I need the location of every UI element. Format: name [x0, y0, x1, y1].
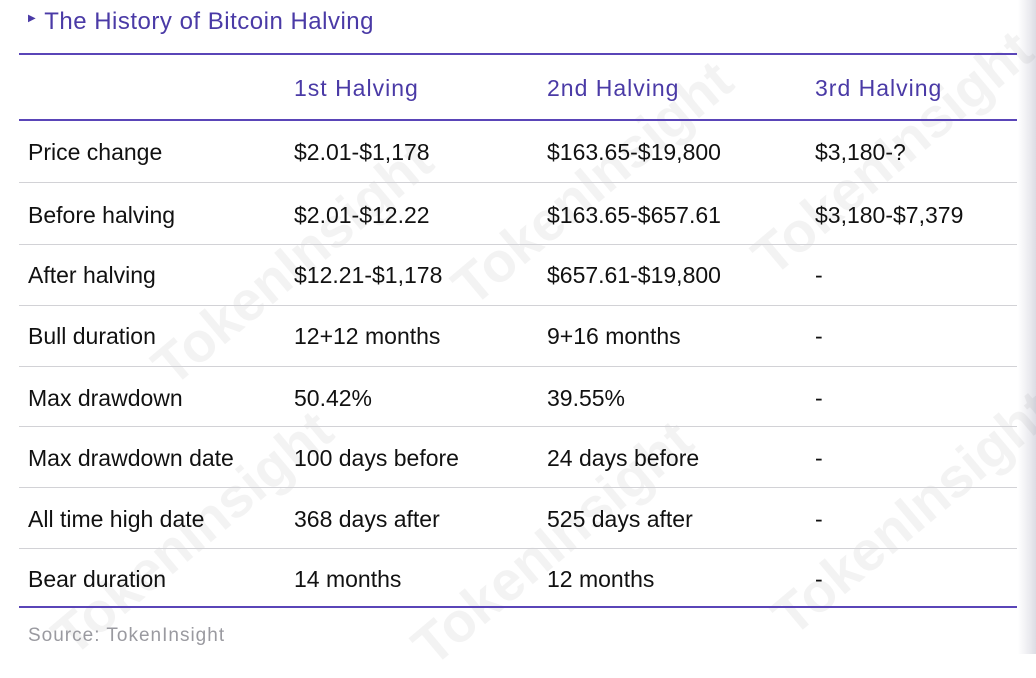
row-label: Bull duration [28, 323, 156, 349]
row-label: Max drawdown date [28, 445, 234, 471]
row-label: Price change [28, 139, 163, 165]
row-divider [19, 182, 1017, 183]
header-bottom-rule [19, 119, 1017, 121]
cell-3rd-halving: - [815, 262, 823, 288]
cell-1st-halving: $2.01-$1,178 [294, 139, 430, 165]
cell-2nd-halving: $163.65-$19,800 [547, 139, 721, 165]
triangle-bullet-icon: ▶ [28, 12, 37, 24]
row-label: Before halving [28, 202, 176, 228]
row-label: Max drawdown [28, 385, 183, 411]
column-header-1st-halving: 1st Halving [294, 75, 419, 101]
cell-2nd-halving: 9+16 months [547, 323, 681, 349]
cell-2nd-halving: $657.61-$19,800 [547, 262, 721, 288]
cell-3rd-halving: - [815, 445, 823, 471]
cell-2nd-halving: 525 days after [547, 506, 693, 532]
row-divider [19, 426, 1017, 427]
row-divider [19, 548, 1017, 549]
table-top-rule [19, 53, 1017, 55]
row-divider [19, 366, 1017, 367]
row-label: Bear duration [28, 566, 167, 592]
table-bottom-rule [19, 606, 1017, 608]
row-divider [19, 487, 1017, 488]
cropped-title-fragment [30, 0, 290, 4]
table-subtitle: ▶ The History of Bitcoin Halving [28, 8, 374, 36]
cell-1st-halving: 12+12 months [294, 323, 441, 349]
cell-3rd-halving: $3,180-$7,379 [815, 202, 964, 228]
cell-1st-halving: 50.42% [294, 385, 373, 411]
cell-1st-halving: $12.21-$1,178 [294, 262, 443, 288]
cell-1st-halving: 100 days before [294, 445, 459, 471]
cell-3rd-halving: $3,180-? [815, 139, 906, 165]
cell-1st-halving: $2.01-$12.22 [294, 202, 430, 228]
page-edge-shadow [1018, 0, 1036, 654]
row-label: All time high date [28, 506, 205, 532]
cell-1st-halving: 368 days after [294, 506, 440, 532]
row-divider [19, 305, 1017, 306]
cell-2nd-halving: $163.65-$657.61 [547, 202, 721, 228]
cell-3rd-halving: - [815, 506, 823, 532]
column-header-3rd-halving: 3rd Halving [815, 75, 943, 101]
cell-2nd-halving: 12 months [547, 566, 655, 592]
cell-2nd-halving: 39.55% [547, 385, 626, 411]
cell-2nd-halving: 24 days before [547, 445, 700, 471]
source-note: Source: TokenInsight [28, 625, 226, 646]
column-header-2nd-halving: 2nd Halving [547, 75, 680, 101]
row-label: After halving [28, 262, 156, 288]
subtitle-text: The History of Bitcoin Halving [44, 8, 374, 35]
row-divider [19, 244, 1017, 245]
cell-3rd-halving: - [815, 323, 823, 349]
cell-1st-halving: 14 months [294, 566, 402, 592]
cell-3rd-halving: - [815, 566, 823, 592]
cell-3rd-halving: - [815, 385, 823, 411]
